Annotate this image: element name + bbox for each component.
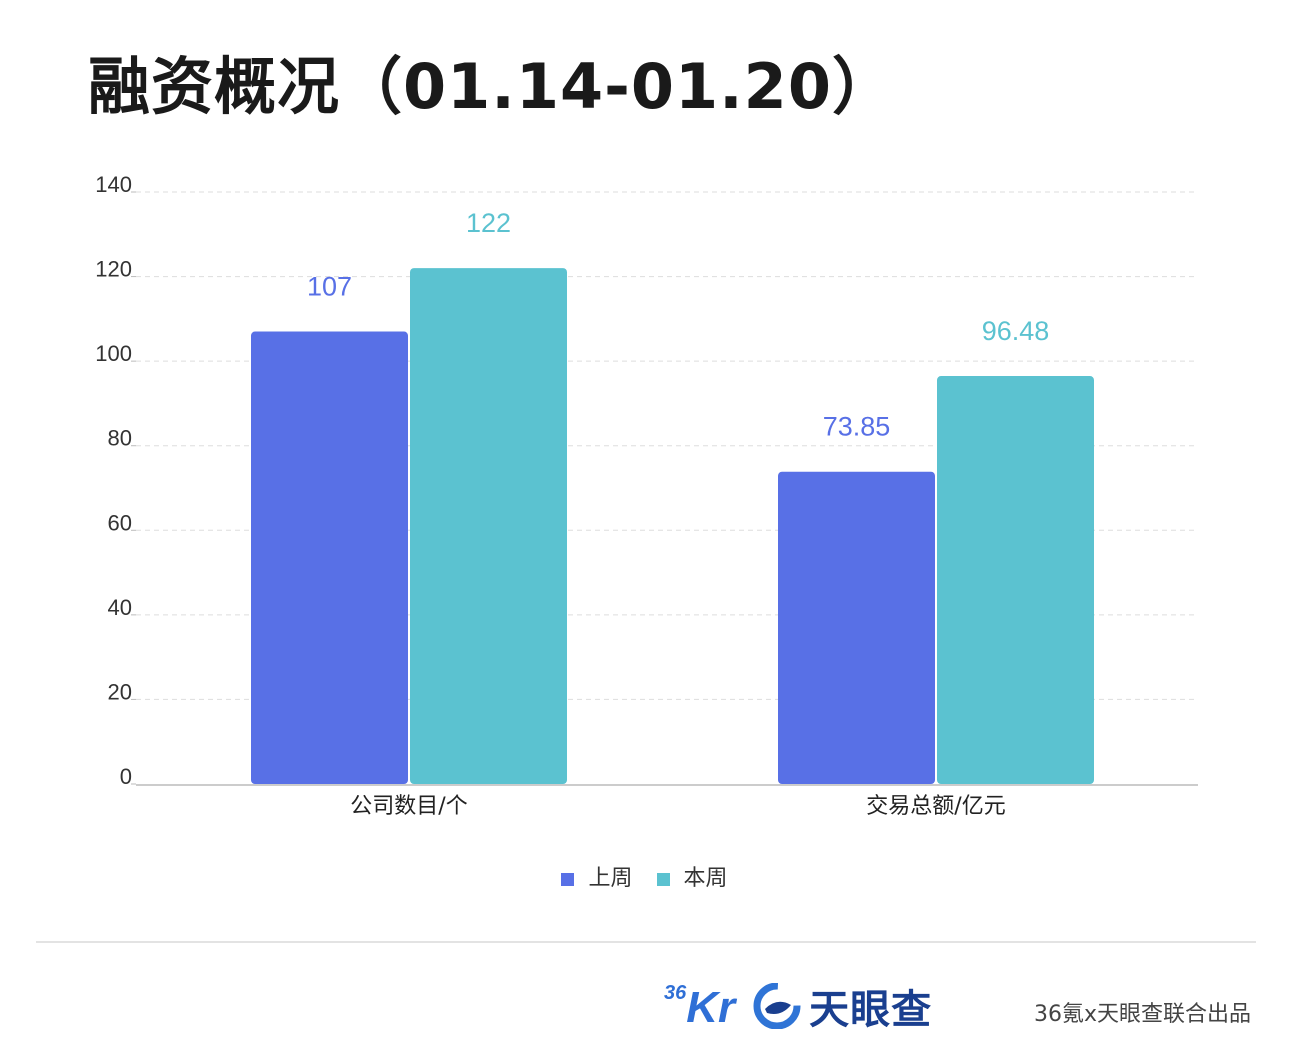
bar-data-label: 107 — [307, 272, 352, 302]
logo-36kr-number: 36 — [664, 982, 687, 1004]
logo-36kr-text: Kr — [686, 983, 736, 1032]
x-tick-label: 公司数目/个 — [350, 794, 467, 819]
bar-data-label: 122 — [466, 208, 511, 238]
legend: 上周 本周 — [0, 860, 1289, 892]
y-tick-label: 80 — [108, 426, 132, 451]
legend-label-this-week: 本周 — [683, 866, 728, 891]
y-tick-label: 60 — [108, 510, 132, 535]
y-tick-label: 40 — [108, 595, 132, 620]
x-tick-label: 交易总额/亿元 — [866, 794, 1005, 819]
logo-tianyancha: 天眼查 — [753, 977, 932, 1035]
y-tick-label: 20 — [108, 679, 132, 704]
y-tick-label: 140 — [95, 172, 132, 197]
footer-credit: 36氪x天眼查联合出品 — [1033, 1002, 1251, 1027]
logo-36kr: 36 Kr — [664, 982, 735, 1030]
y-tick-label: 120 — [95, 257, 132, 282]
legend-item-last-week[interactable]: 上周 — [561, 860, 633, 892]
y-tick-label: 0 — [120, 764, 132, 789]
chart-title: 融资概况（01.14-01.20） — [88, 50, 895, 123]
legend-label-last-week: 上周 — [588, 866, 633, 891]
legend-swatch-this-week — [656, 872, 670, 886]
bar-data-label: 73.85 — [823, 412, 891, 442]
tianyancha-eye-icon — [753, 983, 801, 1029]
legend-swatch-last-week — [561, 872, 575, 886]
bar-data-label: 96.48 — [982, 316, 1050, 346]
y-tick-label: 100 — [95, 341, 132, 366]
bar — [937, 376, 1094, 784]
logo-tianyancha-text: 天眼查 — [809, 987, 933, 1033]
legend-item-this-week[interactable]: 本周 — [656, 860, 728, 892]
bar — [410, 268, 567, 785]
bar — [251, 331, 408, 784]
footer-logos: 36 Kr 天眼查 — [664, 976, 932, 1036]
bar-chart: 0 20 40 60 80 100 120 140 107 122 公司数目/个 73.85 96.48… — [95, 172, 1198, 819]
bar — [778, 471, 935, 784]
footer-divider — [36, 941, 1256, 943]
